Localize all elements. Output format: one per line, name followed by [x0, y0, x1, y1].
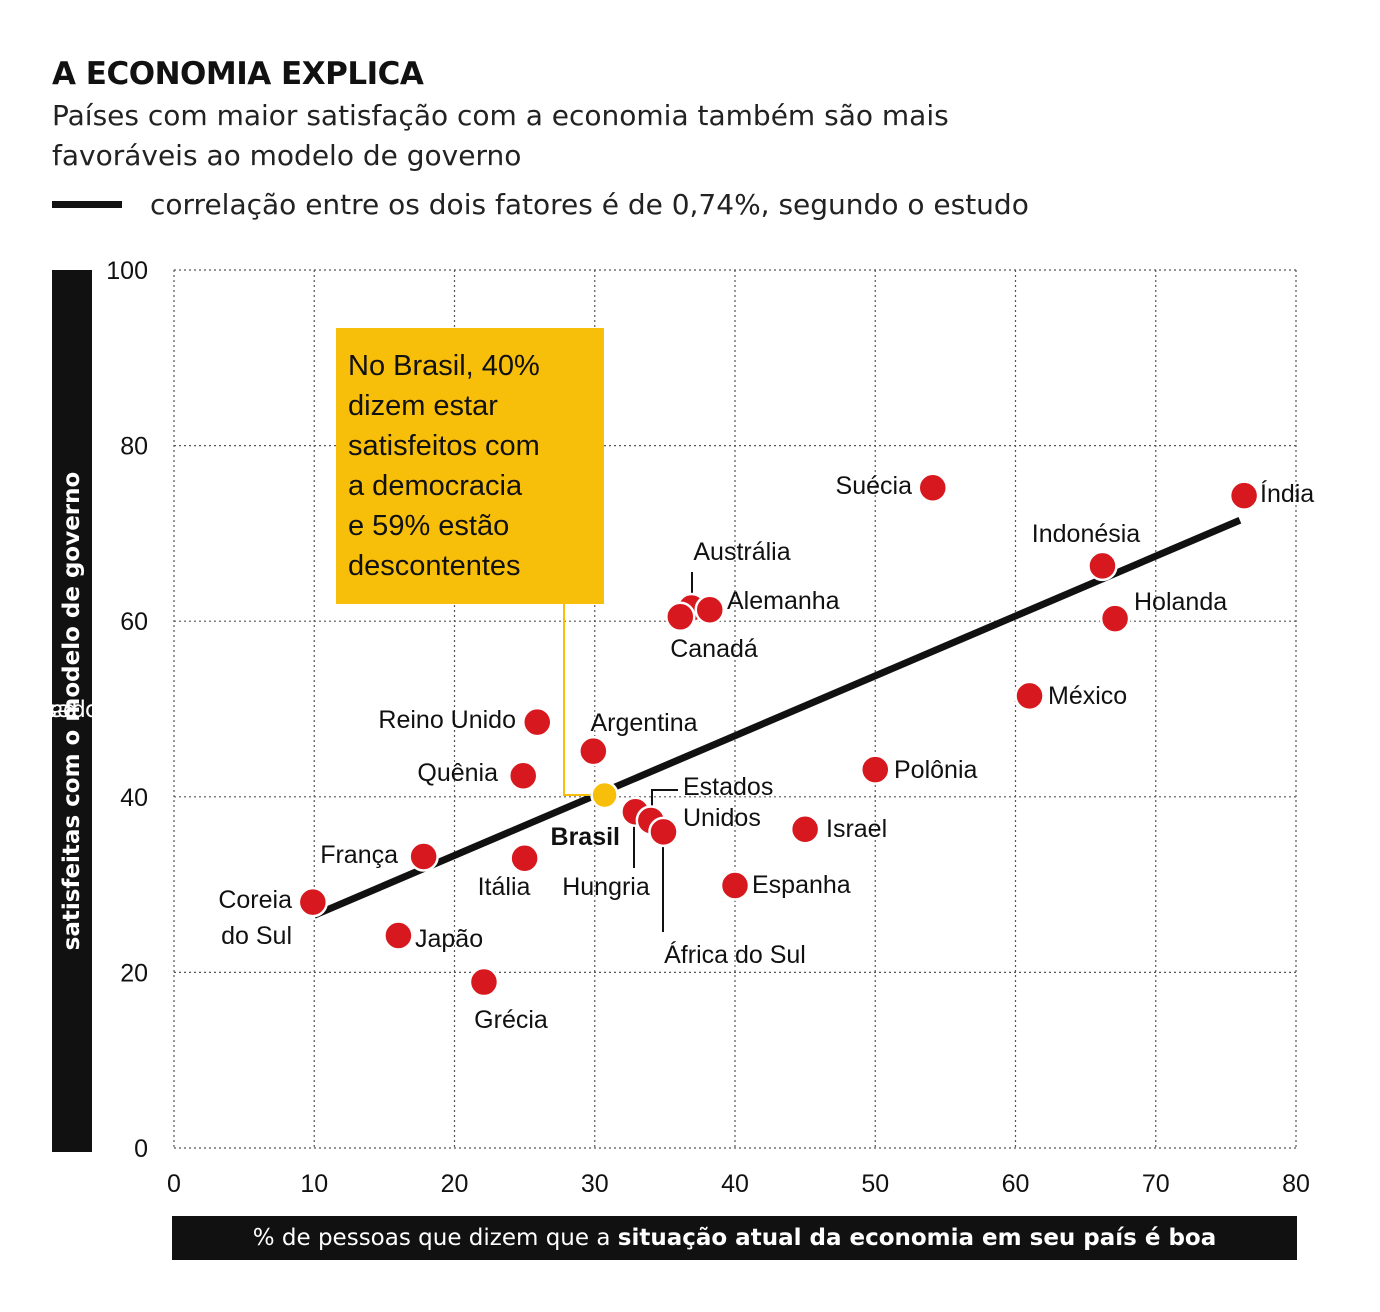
point-suecia	[917, 472, 949, 503]
label-hungria: Hungria	[562, 873, 650, 901]
y-tick-label: 0	[134, 1135, 148, 1163]
point-holanda	[1099, 603, 1131, 634]
label-argentina: Argentina	[590, 709, 697, 737]
label-franca: França	[320, 841, 398, 869]
label-estados-unidos-1: Estados	[683, 773, 773, 801]
x-tick-label: 0	[167, 1170, 181, 1198]
x-axis-label-box: % de pessoas que dizem que a situação at…	[172, 1216, 1297, 1260]
y-tick-label: 80	[120, 433, 148, 461]
label-espanha: Espanha	[752, 871, 851, 899]
label-quenia: Quênia	[417, 759, 498, 787]
label-canada: Canadá	[670, 635, 758, 663]
point-italia	[509, 843, 540, 874]
x-tick-label: 50	[861, 1170, 889, 1198]
label-japao: Japão	[415, 925, 483, 953]
point-canada	[665, 601, 696, 633]
y-tick-label: 60	[120, 608, 148, 636]
point-polonia	[860, 754, 891, 785]
point-franca	[408, 841, 439, 872]
point-brasil	[590, 780, 619, 810]
x-tick-label: 40	[721, 1170, 749, 1198]
point-india	[1228, 480, 1260, 511]
x-tick-label: 30	[581, 1170, 609, 1198]
point-reino-unido	[521, 706, 553, 738]
label-africa-do-sul: África do Sul	[664, 940, 806, 969]
label-holanda: Holanda	[1134, 588, 1227, 616]
label-estados-unidos-2: Unidos	[683, 804, 761, 832]
y-axis-label-box: % de pessoas satisfeitas com o modelo de…	[0, 270, 151, 1152]
legend: correlação entre os dois fatores é de 0,…	[52, 184, 1029, 224]
callout-line-4: a democracia	[348, 470, 523, 502]
chart-title: A ECONOMIA EXPLICA	[52, 56, 424, 92]
point-africa-do-sul	[648, 816, 679, 848]
point-indonesia	[1087, 550, 1118, 582]
callout-line-1: No Brasil, 40%	[348, 350, 540, 382]
subtitle-line-2: favoráveis ao modelo de governo	[52, 139, 522, 172]
point-espanha	[719, 870, 751, 901]
legend-trend-line-swatch	[52, 200, 122, 208]
callout-connector	[563, 604, 593, 797]
x-tick-label: 80	[1282, 1170, 1310, 1198]
point-argentina	[578, 735, 609, 767]
callout-line-2: dizem estar	[348, 390, 498, 422]
point-grecia	[468, 966, 500, 998]
label-mexico: México	[1048, 682, 1127, 710]
label-indonesia: Indonésia	[1032, 520, 1141, 548]
brazil-callout-box: No Brasil, 40% dizem estar satisfeitos c…	[336, 328, 604, 604]
label-alemanha: Alemanha	[727, 587, 840, 615]
x-tick-label: 70	[1142, 1170, 1170, 1198]
label-coreia-do-sul-2: do Sul	[221, 922, 292, 950]
subtitle-line-1: Países com maior satisfação com a econom…	[52, 99, 949, 132]
label-grecia: Grécia	[474, 1006, 548, 1034]
x-tick-label: 20	[441, 1170, 469, 1198]
label-brasil: Brasil	[551, 823, 620, 851]
label-coreia-do-sul-1: Coreia	[218, 886, 292, 914]
y-tick-label: 40	[120, 784, 148, 812]
point-quenia	[507, 760, 539, 791]
y-tick-label: 100	[106, 257, 148, 285]
point-coreia-do-sul	[297, 886, 329, 918]
label-polonia: Polônia	[894, 756, 977, 784]
chart-subtitle: Países com maior satisfação com a econom…	[52, 96, 1052, 176]
point-mexico	[1014, 680, 1045, 712]
point-israel	[789, 814, 821, 845]
trend-line	[312, 517, 1242, 919]
x-tick-label: 10	[300, 1170, 328, 1198]
label-reino-unido: Reino Unido	[378, 706, 516, 734]
callout-line-5: e 59% estão	[348, 510, 510, 542]
x-axis-label: % de pessoas que dizem que a situação at…	[252, 1225, 1217, 1251]
x-tick-label: 60	[1002, 1170, 1030, 1198]
label-suecia: Suécia	[836, 472, 913, 500]
legend-text: correlação entre os dois fatores é de 0,…	[150, 187, 1029, 221]
label-italia: Itália	[478, 873, 531, 901]
y-tick-label: 20	[120, 959, 148, 987]
label-india: Índia	[1260, 479, 1314, 508]
label-australia: Austrália	[693, 538, 790, 566]
callout-line-3: satisfeitos com	[348, 430, 540, 462]
point-japao	[383, 920, 414, 951]
label-israel: Israel	[826, 815, 887, 843]
callout-line-6: descontentes	[348, 550, 521, 582]
point-alemanha	[694, 594, 726, 626]
